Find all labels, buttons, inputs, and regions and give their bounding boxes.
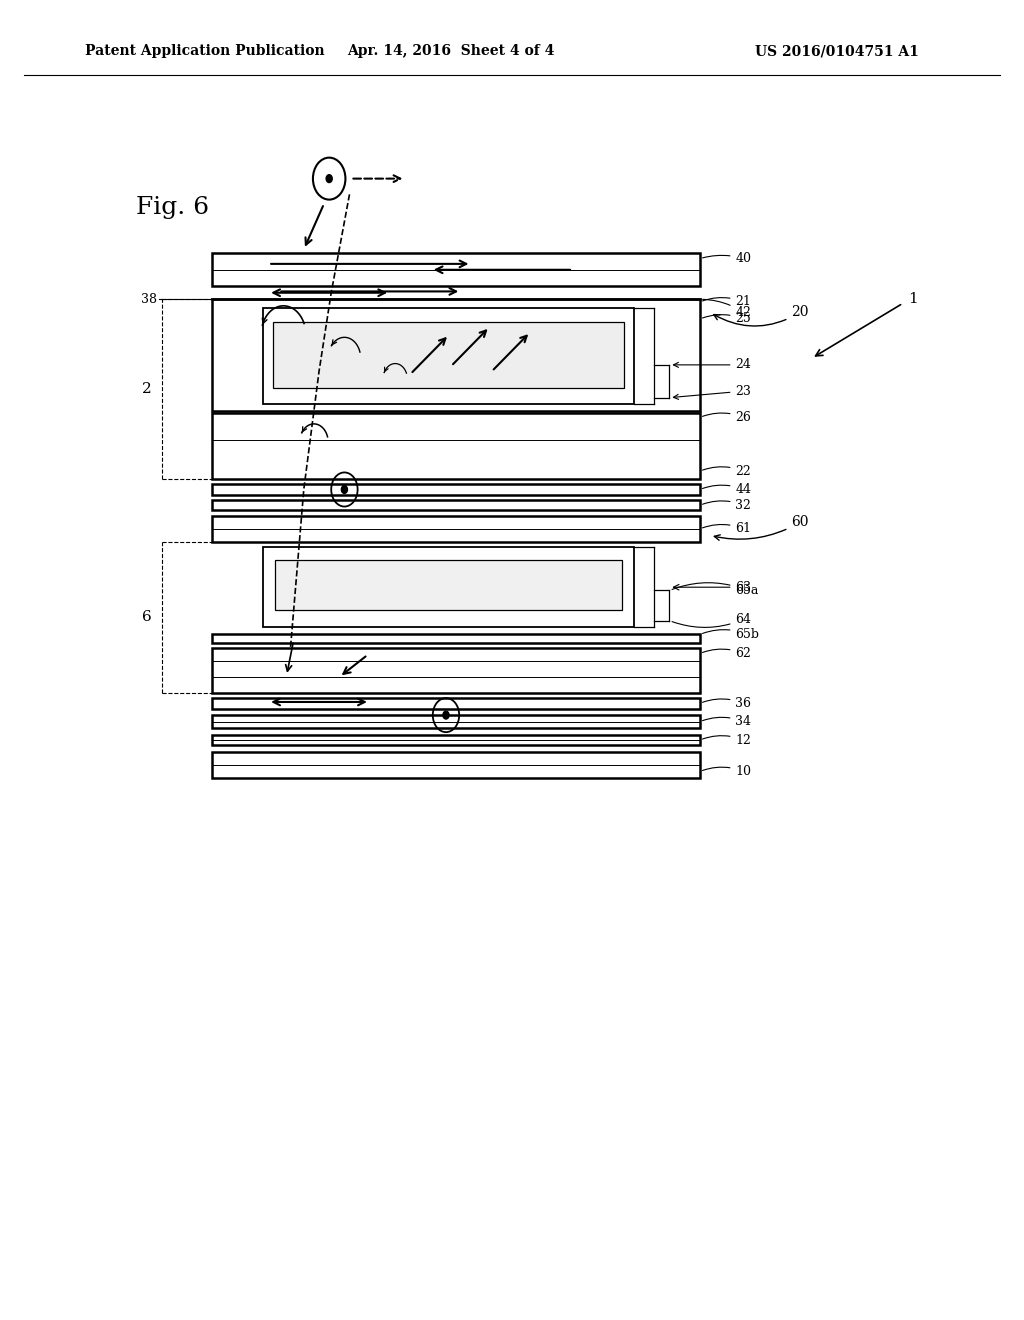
Circle shape — [443, 711, 450, 719]
Text: 10: 10 — [702, 766, 752, 777]
Text: 20: 20 — [714, 305, 809, 326]
Text: 23: 23 — [674, 384, 752, 400]
Text: 25: 25 — [702, 313, 752, 326]
Bar — [212, 500, 699, 511]
Text: 21: 21 — [702, 296, 752, 309]
Text: Apr. 14, 2016  Sheet 4 of 4: Apr. 14, 2016 Sheet 4 of 4 — [347, 45, 555, 58]
Bar — [212, 484, 699, 495]
Text: 65b: 65b — [702, 628, 760, 642]
Text: 42: 42 — [702, 300, 752, 319]
Bar — [212, 735, 699, 746]
Bar — [212, 253, 699, 286]
Text: 63: 63 — [674, 581, 752, 594]
Text: 6: 6 — [141, 610, 152, 624]
Text: 38: 38 — [140, 293, 157, 306]
Text: 12: 12 — [702, 734, 752, 747]
Text: Patent Application Publication: Patent Application Publication — [85, 45, 325, 58]
Text: Fig. 6: Fig. 6 — [136, 195, 209, 219]
Text: 61: 61 — [702, 523, 752, 536]
Circle shape — [341, 486, 347, 494]
Text: 1: 1 — [908, 292, 918, 306]
Bar — [273, 322, 624, 388]
Text: 32: 32 — [702, 499, 752, 512]
Text: 22: 22 — [702, 465, 752, 478]
Text: US 2016/0104751 A1: US 2016/0104751 A1 — [755, 45, 919, 58]
Bar — [212, 634, 699, 643]
Bar — [263, 548, 634, 627]
Text: 60: 60 — [715, 515, 809, 540]
Bar — [275, 560, 622, 610]
Bar — [212, 698, 699, 709]
Bar — [212, 715, 699, 729]
Text: 44: 44 — [702, 483, 752, 496]
Text: 40: 40 — [702, 252, 752, 265]
Text: 24: 24 — [674, 358, 752, 371]
Text: 65a: 65a — [672, 582, 759, 597]
Bar — [263, 309, 634, 404]
Text: 36: 36 — [702, 697, 752, 710]
Bar — [212, 752, 699, 777]
Bar — [212, 516, 699, 543]
Bar — [212, 648, 699, 693]
Text: 64: 64 — [672, 612, 752, 627]
Text: 34: 34 — [702, 715, 752, 729]
Text: 2: 2 — [141, 383, 152, 396]
Bar — [212, 413, 699, 479]
Circle shape — [326, 174, 332, 182]
Text: 62: 62 — [702, 647, 752, 660]
Text: 26: 26 — [702, 411, 752, 424]
Bar — [212, 300, 699, 411]
